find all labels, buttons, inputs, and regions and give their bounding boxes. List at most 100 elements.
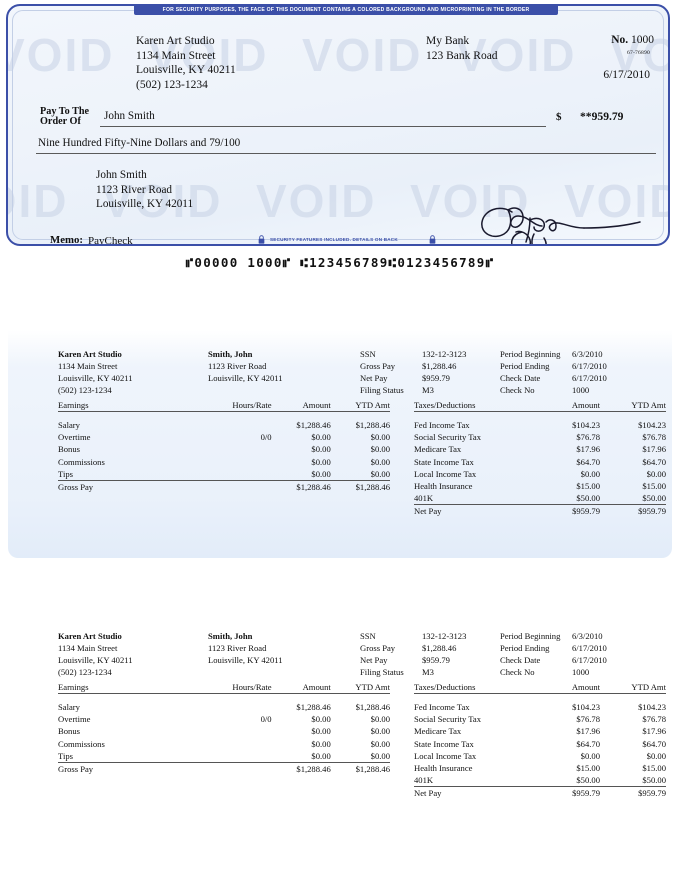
row-value bbox=[197, 480, 272, 494]
pay-to-line2: Order Of bbox=[40, 116, 81, 128]
row-label: Bonus bbox=[58, 444, 80, 455]
dollar-sign: $ bbox=[556, 111, 562, 123]
table-row: Overtime 0/0 $0.00 $0.00 bbox=[58, 431, 390, 443]
summary-labels-left: SSN Gross Pay Net Pay Filing Status bbox=[360, 630, 404, 678]
micr-line: ⑈00000 1000⑈ ⑆123456789⑆0123456789⑈ bbox=[185, 255, 495, 270]
table-total-row: Gross Pay $1,288.46 $1,288.46 bbox=[58, 762, 390, 776]
row-value: $17.96 bbox=[576, 726, 600, 737]
row-label: Bonus bbox=[58, 726, 80, 737]
row-value: $0.00 bbox=[580, 468, 600, 479]
payee-rule bbox=[100, 126, 546, 127]
employer-name: Karen Art Studio bbox=[58, 631, 122, 641]
security-banner-text: FOR SECURITY PURPOSES, THE FACE OF THIS … bbox=[134, 6, 558, 15]
row-label: Net Pay bbox=[414, 504, 534, 518]
gross-pay-value: $1,288.46 bbox=[422, 361, 457, 372]
routing-fraction: 67-76890 bbox=[626, 50, 650, 56]
table-row: Tips $0.00 $0.00 bbox=[58, 750, 390, 763]
row-value: $50.00 bbox=[576, 775, 600, 786]
check-number-label: No. bbox=[611, 34, 629, 46]
deductions-table: Taxes/Deductions Amount YTD Amt Fed Inco… bbox=[414, 682, 666, 800]
row-label: Medicare Tax bbox=[414, 726, 462, 737]
table-spacer-row bbox=[58, 412, 390, 420]
table-row: Salary $1,288.46 $1,288.46 bbox=[58, 701, 390, 713]
pay-to-the-order-of-label: Pay To The Order Of bbox=[40, 106, 104, 128]
row-label: Local Income Tax bbox=[414, 468, 477, 479]
payer-street: 1134 Main Street bbox=[136, 49, 216, 62]
row-value: $50.00 bbox=[576, 493, 600, 504]
deductions-body: Fed Income Tax $104.23 $104.23 Social Secur… bbox=[414, 412, 666, 518]
row-value: $76.78 bbox=[642, 432, 666, 443]
row-label: Gross Pay bbox=[58, 480, 198, 494]
period-ending-label: Period Ending bbox=[500, 361, 550, 372]
net-pay-value: $959.79 bbox=[422, 655, 450, 666]
row-value bbox=[197, 762, 272, 776]
row-value: $104.23 bbox=[638, 702, 666, 712]
row-label: Health Insurance bbox=[414, 763, 473, 774]
row-label: Social Security Tax bbox=[414, 432, 482, 443]
pay-to-line1: Pay To The bbox=[40, 106, 90, 117]
row-label: Local Income Tax bbox=[414, 750, 477, 761]
row-label: Tips bbox=[58, 468, 73, 479]
row-value: $17.96 bbox=[642, 726, 666, 737]
deductions-col-label: Taxes/Deductions bbox=[414, 400, 534, 412]
table-row: Commissions $0.00 $0.00 bbox=[58, 738, 390, 750]
row-value: $50.00 bbox=[642, 493, 666, 504]
row-value bbox=[198, 738, 272, 750]
table-row: Bonus $0.00 $0.00 bbox=[58, 725, 390, 737]
earnings-header-row: Earnings Hours/Rate Amount YTD Amt bbox=[58, 400, 390, 412]
row-label: Gross Pay bbox=[58, 762, 198, 776]
row-label: Fed Income Tax bbox=[414, 420, 470, 430]
period-ending-label: Period Ending bbox=[500, 643, 550, 654]
table-row: Local Income Tax $0.00 $0.00 bbox=[414, 750, 666, 762]
check-date-label: Check Date bbox=[500, 655, 541, 666]
employer-street: 1134 Main Street bbox=[58, 643, 118, 654]
employee-city-state-zip: Louisville, KY 42011 bbox=[208, 655, 283, 666]
check-number-block: No. 1000 bbox=[611, 34, 654, 46]
bank-name: My Bank bbox=[426, 35, 470, 47]
row-label: 401K bbox=[414, 775, 434, 786]
check-date-value: 6/17/2010 bbox=[572, 373, 607, 384]
row-value: $17.96 bbox=[642, 444, 666, 455]
summary-values-right: 6/3/2010 6/17/2010 6/17/2010 1000 bbox=[572, 630, 607, 678]
table-row: Bonus $0.00 $0.00 bbox=[58, 443, 390, 455]
bank-address-block: My Bank 123 Bank Road bbox=[426, 34, 498, 63]
row-value: $76.78 bbox=[576, 714, 600, 725]
row-value: $1,288.46 bbox=[355, 420, 390, 430]
earnings-col-amount: Amount bbox=[271, 400, 331, 412]
deductions-header-row: Taxes/Deductions Amount YTD Amt bbox=[414, 682, 666, 694]
employee-street: 1123 River Road bbox=[208, 361, 267, 372]
table-spacer-row bbox=[414, 694, 666, 702]
row-value: $76.78 bbox=[576, 432, 600, 443]
table-spacer-row bbox=[414, 412, 666, 420]
deductions-col-amount: Amount bbox=[534, 400, 600, 412]
row-value: $104.23 bbox=[638, 420, 666, 430]
row-label: State Income Tax bbox=[414, 738, 474, 749]
earnings-col-amount: Amount bbox=[271, 682, 331, 694]
payer-name: Karen Art Studio bbox=[136, 35, 215, 47]
period-beginning-label: Period Beginning bbox=[500, 349, 561, 359]
amount-numeric: **959.79 bbox=[580, 110, 624, 123]
check-no-label: Check No bbox=[500, 667, 535, 678]
filing-status-value: M3 bbox=[422, 667, 434, 678]
amount-words-rule bbox=[36, 153, 656, 154]
deductions-body: Fed Income Tax $104.23 $104.23 Social Secur… bbox=[414, 694, 666, 800]
signature-image bbox=[481, 207, 641, 244]
row-value: 0/0 bbox=[260, 714, 272, 725]
table-row: Fed Income Tax $104.23 $104.23 bbox=[414, 701, 666, 713]
employee-block: Smith, John 1123 River Road Louisville, … bbox=[208, 630, 283, 666]
payee-city-state-zip: Louisville, KY 42011 bbox=[96, 198, 194, 211]
earnings-col-ytd: YTD Amt bbox=[330, 400, 390, 412]
table-row: Social Security Tax $76.78 $76.78 bbox=[414, 713, 666, 725]
payer-address-block: Karen Art Studio 1134 Main Street Louisv… bbox=[136, 34, 236, 92]
payee-name: John Smith bbox=[96, 169, 147, 181]
employee-block: Smith, John 1123 River Road Louisville, … bbox=[208, 348, 283, 384]
table-row: Health Insurance $15.00 $15.00 bbox=[414, 480, 666, 492]
lock-icon bbox=[429, 235, 436, 244]
row-value: $0.00 bbox=[311, 750, 331, 761]
row-value: $15.00 bbox=[642, 763, 666, 774]
employer-city-state-zip: Louisville, KY 40211 bbox=[58, 373, 133, 384]
row-value bbox=[198, 750, 272, 763]
row-value: $1,288.46 bbox=[330, 480, 390, 494]
payee-name-field: John Smith bbox=[104, 110, 155, 122]
period-beginning-value: 6/3/2010 bbox=[572, 349, 603, 359]
